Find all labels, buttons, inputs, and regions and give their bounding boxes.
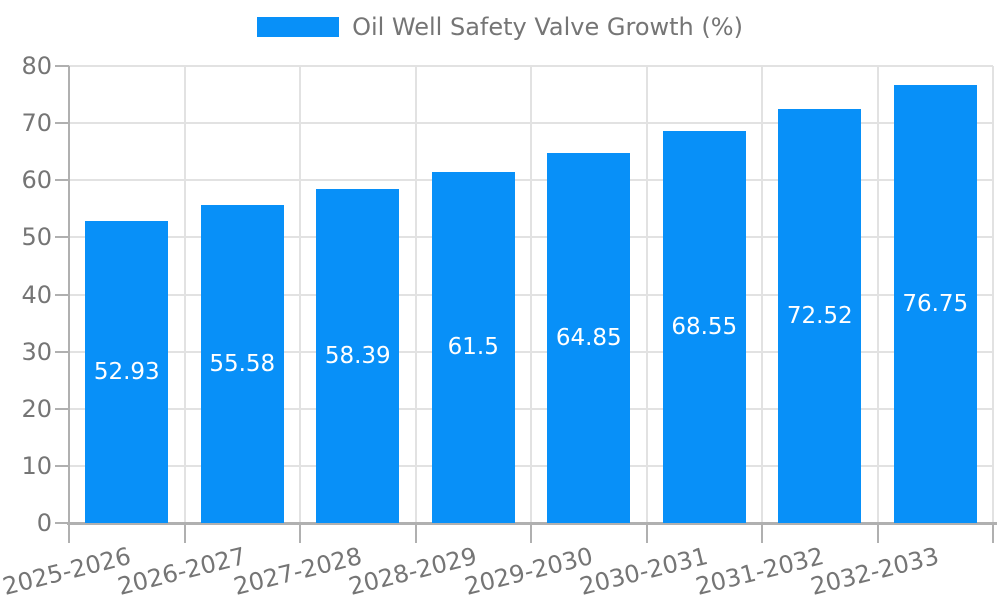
x-tick-label: 2028-2029 (346, 542, 481, 600)
y-tick-label: 0 (36, 509, 52, 537)
x-gridline (992, 66, 994, 523)
bar-value-label: 52.93 (93, 358, 160, 385)
x-tick-label: 2029-2030 (461, 542, 596, 600)
x-tick (183, 523, 186, 543)
x-tick (992, 523, 994, 543)
y-tick (55, 179, 69, 182)
y-tick-label: 10 (21, 451, 52, 480)
x-tick-label: 2031-2032 (692, 542, 827, 600)
bar: 61.5 (431, 171, 515, 523)
bar: 64.85 (547, 152, 631, 523)
y-tick-label: 60 (21, 166, 52, 195)
y-tick (55, 350, 69, 353)
bar-value-label: 61.5 (447, 334, 499, 361)
x-tick-label: 2025-2026 (0, 542, 134, 600)
bar: 76.75 (893, 84, 977, 523)
y-tick-label: 30 (21, 337, 52, 366)
x-gridline (299, 66, 301, 523)
bar-value-label: 68.55 (671, 314, 738, 341)
x-tick (299, 523, 301, 543)
y-tick (55, 522, 69, 524)
bar-value-label: 72.52 (786, 302, 853, 329)
x-tick (645, 523, 648, 543)
x-tick (414, 523, 417, 543)
legend-swatch-icon (257, 17, 340, 37)
x-tick (530, 523, 532, 543)
y-tick (55, 407, 69, 410)
y-tick-label: 70 (21, 109, 52, 138)
y-axis-line (67, 66, 70, 523)
x-axis-line (67, 522, 997, 525)
x-gridline (761, 66, 763, 523)
chart-legend[interactable]: Oil Well Safety Valve Growth (%) (0, 13, 1000, 41)
y-tick-label: 80 (21, 52, 52, 80)
x-tick-label: 2027-2028 (230, 542, 365, 600)
bar: 68.55 (662, 131, 746, 523)
bar: 58.39 (316, 189, 400, 523)
y-tick-label: 40 (21, 280, 52, 309)
x-tick-label: 2026-2027 (115, 542, 250, 600)
bar-value-label: 58.39 (324, 343, 391, 370)
legend-label: Oil Well Safety Valve Growth (%) (352, 13, 743, 41)
y-tick (55, 293, 69, 296)
bar: 72.52 (778, 108, 862, 523)
y-tick (55, 464, 69, 467)
bar-value-label: 64.85 (555, 324, 622, 351)
y-tick-label: 20 (21, 394, 52, 423)
x-gridline (876, 66, 879, 523)
x-tick-label: 2030-2031 (577, 542, 712, 600)
y-tick (55, 122, 69, 125)
x-tick (876, 523, 879, 543)
x-tick (761, 523, 763, 543)
bar-value-label: 55.58 (209, 351, 276, 378)
x-gridline (183, 66, 186, 523)
y-tick (55, 236, 69, 239)
bar: 55.58 (200, 205, 284, 523)
x-gridline (645, 66, 648, 523)
bar-value-label: 76.75 (902, 290, 969, 317)
x-gridline (414, 66, 417, 523)
y-tick (55, 65, 69, 67)
x-tick (68, 523, 70, 543)
y-tick-label: 50 (21, 223, 52, 252)
x-gridline (530, 66, 532, 523)
x-tick-label: 2032-2033 (808, 542, 943, 600)
bar: 52.93 (85, 220, 169, 523)
